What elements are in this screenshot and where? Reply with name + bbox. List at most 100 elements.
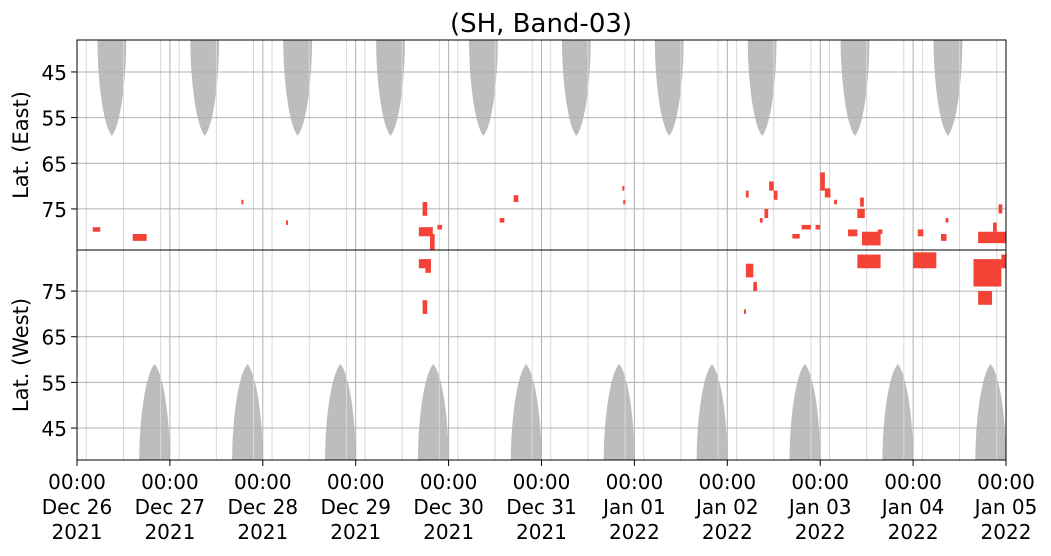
daylight-region xyxy=(139,364,170,460)
event-mark xyxy=(430,234,435,250)
event-mark xyxy=(877,229,883,235)
event-mark xyxy=(815,224,821,230)
x-tick-label: 00:00 xyxy=(977,470,1035,494)
event-mark xyxy=(792,234,800,239)
event-mark xyxy=(857,254,881,269)
x-tick-label: 00:00 xyxy=(606,470,664,494)
y-axis-label: Lat. (East) xyxy=(9,91,33,199)
x-tick-label: 00:00 xyxy=(791,470,849,494)
daylight-region xyxy=(510,364,542,460)
x-tick-label: Jan 01 xyxy=(601,495,666,519)
daylight-region xyxy=(654,40,684,136)
x-tick-label: Dec 31 xyxy=(506,495,577,519)
event-mark xyxy=(286,220,289,225)
y-tick-label: 55 xyxy=(42,371,67,395)
y-tick-label: 75 xyxy=(42,198,67,222)
daylight-region xyxy=(469,40,498,136)
event-mark xyxy=(978,291,993,305)
event-mark xyxy=(940,234,947,241)
x-tick-label: 00:00 xyxy=(234,470,292,494)
x-tick-label: Dec 27 xyxy=(135,495,206,519)
event-mark xyxy=(422,300,428,314)
x-tick-label: 2022 xyxy=(702,520,753,544)
event-mark xyxy=(834,199,837,205)
x-tick-label: 2021 xyxy=(423,520,474,544)
daylight-region xyxy=(840,40,870,136)
x-tick-label: Jan 02 xyxy=(694,495,759,519)
event-mark xyxy=(425,259,431,273)
x-tick-label: Jan 04 xyxy=(880,495,945,519)
daylight-region xyxy=(97,40,127,136)
x-tick-label: 2022 xyxy=(888,520,939,544)
chart-title: (SH, Band-03) xyxy=(450,9,632,39)
event-mark xyxy=(978,231,1006,244)
y-tick-label: 65 xyxy=(42,152,67,176)
event-mark xyxy=(499,218,505,223)
y-axis-label: Lat. (West) xyxy=(9,298,33,412)
x-tick-label: 2021 xyxy=(330,520,381,544)
y-tick-label: 45 xyxy=(42,417,67,441)
daylight-region xyxy=(789,364,821,460)
x-tick-label: Jan 05 xyxy=(973,495,1038,519)
y-tick-label: 55 xyxy=(42,107,67,131)
x-tick-label: 2021 xyxy=(52,520,103,544)
event-mark xyxy=(913,252,937,269)
y-tick-label: 45 xyxy=(42,61,67,85)
x-tick-label: 00:00 xyxy=(327,470,385,494)
event-mark xyxy=(992,222,997,232)
event-mark xyxy=(623,199,626,205)
daylight-region xyxy=(603,364,635,460)
x-tick-label: 00:00 xyxy=(884,470,942,494)
event-mark xyxy=(764,208,769,219)
daylight-region xyxy=(190,40,220,136)
x-tick-label: Dec 26 xyxy=(42,495,113,519)
daylight-region xyxy=(417,364,449,460)
event-mark xyxy=(860,197,864,207)
event-mark xyxy=(801,224,811,230)
x-tick-label: 2022 xyxy=(609,520,660,544)
x-tick-label: 2021 xyxy=(237,520,288,544)
x-tick-label: 2021 xyxy=(516,520,567,544)
event-mark xyxy=(744,309,747,314)
x-tick-label: Jan 03 xyxy=(787,495,852,519)
event-mark xyxy=(857,208,865,219)
daylight-region xyxy=(975,364,1006,460)
x-tick-label: 00:00 xyxy=(48,470,106,494)
daylight-region xyxy=(882,364,914,460)
x-tick-label: 00:00 xyxy=(420,470,478,494)
daylight-region xyxy=(376,40,405,136)
event-mark xyxy=(773,190,778,200)
event-mark xyxy=(745,263,754,278)
event-mark xyxy=(418,259,427,269)
x-tick-label: 2022 xyxy=(795,520,846,544)
x-tick-label: Dec 29 xyxy=(320,495,391,519)
x-tick-label: 00:00 xyxy=(513,470,571,494)
event-mark xyxy=(132,234,147,241)
event-mark xyxy=(759,218,763,223)
event-mark xyxy=(622,186,625,191)
event-mark xyxy=(820,172,825,191)
event-mark xyxy=(1001,254,1006,269)
event-mark xyxy=(824,188,831,198)
daylight-region xyxy=(561,40,591,136)
event-mark xyxy=(422,202,428,216)
daylight-region xyxy=(747,40,777,136)
daylight-region xyxy=(933,40,963,136)
x-tick-label: 00:00 xyxy=(698,470,756,494)
panel-west xyxy=(77,250,1006,460)
event-mark xyxy=(753,281,758,292)
x-tick-label: Dec 30 xyxy=(413,495,484,519)
event-mark xyxy=(973,259,1002,287)
event-mark xyxy=(418,227,433,237)
event-mark xyxy=(998,204,1003,214)
x-tick-label: 00:00 xyxy=(141,470,199,494)
event-mark xyxy=(241,199,244,205)
event-mark xyxy=(513,195,519,203)
x-tick-label: 2022 xyxy=(981,520,1032,544)
daylight-region xyxy=(696,364,728,460)
event-mark xyxy=(769,181,774,191)
daylight-region xyxy=(325,364,356,460)
event-mark xyxy=(92,227,101,232)
